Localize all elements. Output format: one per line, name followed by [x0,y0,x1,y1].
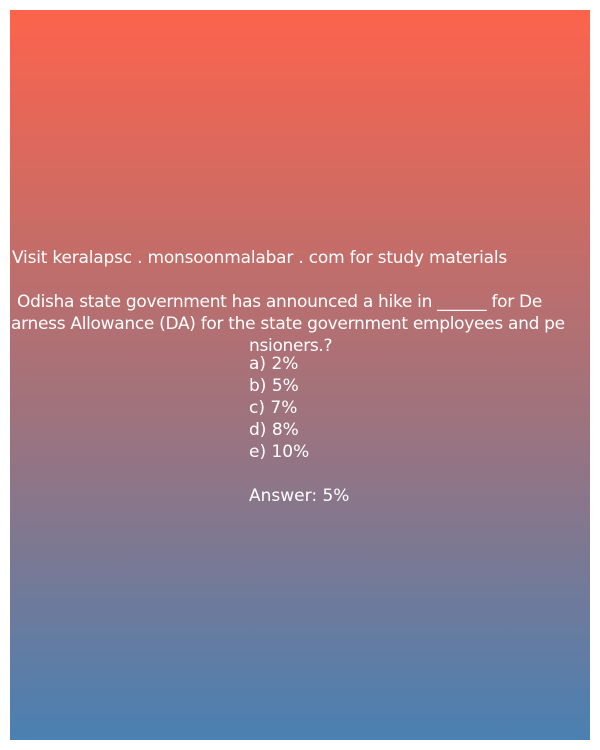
question-line: Odisha state government has announced a … [17,292,542,312]
answer-text: Answer: 5% [249,486,350,506]
option-c: c) 7% [249,398,298,418]
option-b: b) 5% [249,376,299,396]
question-text: Odisha state government has announced a … [10,291,590,357]
question-card: Visit keralapsc . monsoonmalabar . com f… [10,10,590,740]
question-line: arness Allowance (DA) for the state gove… [11,314,565,334]
option-a: a) 2% [249,354,299,374]
option-e: e) 10% [249,442,310,462]
option-d: d) 8% [249,420,299,440]
question-line: nsioners.? [249,336,333,356]
site-promo-text: Visit keralapsc . monsoonmalabar . com f… [12,248,508,268]
options-list: a) 2% b) 5% c) 7% d) 8% e) 10% Answer: 5… [249,353,349,507]
